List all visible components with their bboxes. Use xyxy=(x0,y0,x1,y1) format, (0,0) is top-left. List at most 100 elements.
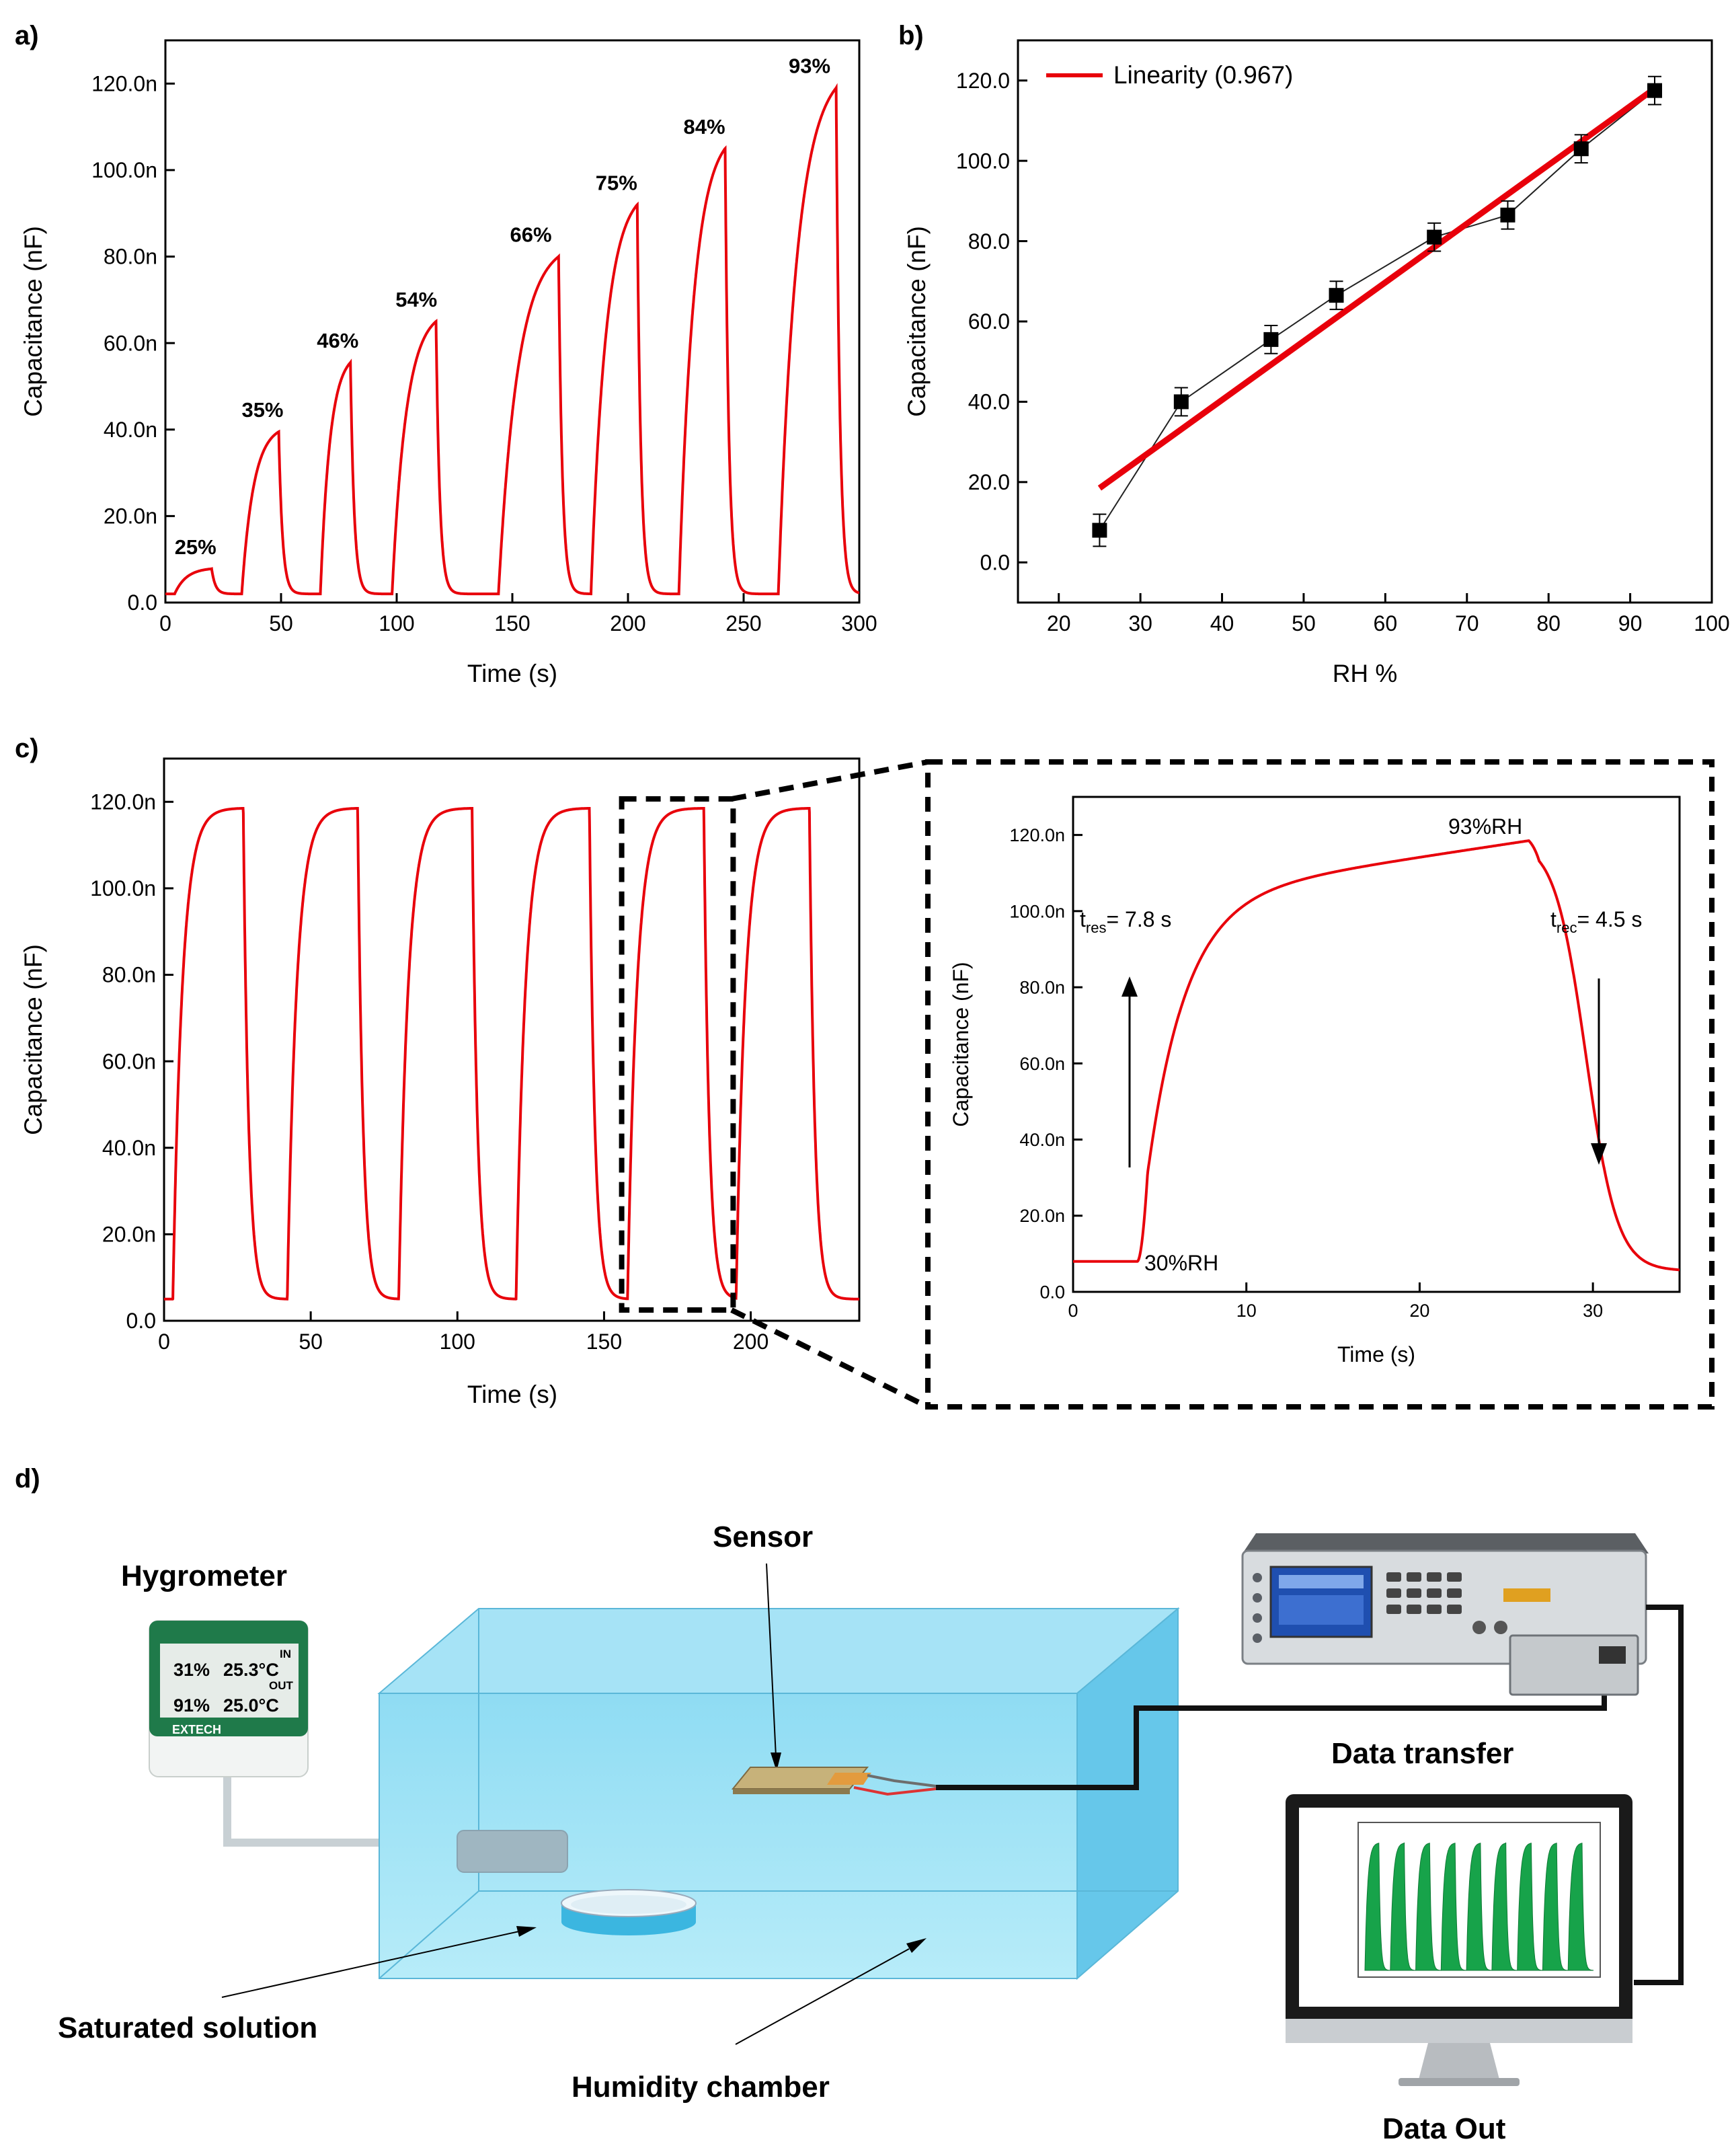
lcr-meter xyxy=(1241,1533,1649,1696)
chart-a-ylabel: Capacitance (nF) xyxy=(19,226,47,417)
sensor-title: Sensor xyxy=(713,1520,813,1553)
chart-b-xtick-label-3: 50 xyxy=(1292,611,1316,636)
chart-b-xtick-label-1: 30 xyxy=(1128,611,1152,636)
chart-a-xtick-label-2: 100 xyxy=(379,611,414,636)
chart-a-xlabel: Time (s) xyxy=(467,660,557,687)
chart-a-xtick-label-5: 250 xyxy=(725,611,761,636)
panel-label-c: c) xyxy=(15,734,39,763)
inset-ytick-label-4: 80.0n xyxy=(1019,978,1065,998)
chart-a-pulse-label-2: 46% xyxy=(317,329,358,352)
chart-c-ytick-label-6: 120.0n xyxy=(90,790,156,814)
chart-a: 0 50 100 150 200 250 300 0.0 20.0n 40.0n 60.0n 80.0… xyxy=(19,39,877,687)
chart-a-ytick-label-5: 100.0n xyxy=(91,158,157,182)
monitor xyxy=(1286,1794,1632,2086)
inset-ytick-label-3: 60.0n xyxy=(1019,1054,1065,1074)
solution-pointer-head xyxy=(516,1926,537,1937)
chart-a-ytick-label-2: 40.0n xyxy=(104,418,157,442)
hygrometer: IN 31% 25.3°C OUT 91% 25.0°C EXTECH xyxy=(149,1620,465,1847)
setup-diagram: Hygrometer IN 31% 25.3°C OUT 91% 25.0°C … xyxy=(58,1520,1684,2145)
sensor-pointer xyxy=(766,1563,777,1757)
chart-c-ytick-label-4: 80.0n xyxy=(102,963,156,987)
chart-b-ytick-label-2: 40.0 xyxy=(968,390,1010,414)
sensor-device xyxy=(731,1767,937,1796)
chart-b-ytick-label-4: 80.0 xyxy=(968,229,1010,254)
chart-a-pulse-label-7: 93% xyxy=(789,54,830,78)
chart-a-series-line xyxy=(165,83,859,596)
chart-a-pulse-label-6: 84% xyxy=(683,115,725,139)
inset-dashed-frame xyxy=(925,759,1715,1410)
chamber-pointer-head xyxy=(906,1938,927,1953)
chart-a-xtick-label-3: 150 xyxy=(494,611,530,636)
chart-c-series-line xyxy=(164,807,859,1301)
hygrometer-title: Hygrometer xyxy=(121,1560,287,1592)
chart-a-pulse-label-4: 66% xyxy=(510,223,551,247)
inset-ytick-label-6: 120.0n xyxy=(1009,825,1065,845)
chart-c-ytick-label-2: 40.0n xyxy=(102,1136,156,1160)
chart-b-point-4 xyxy=(1427,229,1442,245)
inset-tres-label: tres= 7.8 s xyxy=(1080,907,1171,936)
chart-b-ytick-label-6: 120.0 xyxy=(956,69,1010,93)
chart-a-ytick-label-0: 0.0 xyxy=(128,590,157,615)
chart-a-ytick-label-4: 80.0n xyxy=(104,245,157,269)
chart-b-ylabel: Capacitance (nF) xyxy=(903,226,931,417)
chart-c-ytick-label-5: 100.0n xyxy=(90,876,156,900)
chart-b-xtick-label-6: 80 xyxy=(1536,611,1561,636)
chamber-pointer xyxy=(735,1948,910,2045)
tres-val: = 7.8 s xyxy=(1106,907,1171,931)
chart-a-ytick-label-1: 20.0n xyxy=(104,504,157,529)
chart-c-xtick-label-3: 150 xyxy=(586,1330,622,1354)
chart-b-data-line xyxy=(1099,89,1655,531)
hygrometer-brand: EXTECH xyxy=(172,1723,221,1736)
chart-c: 0 50 100 150 200 0.0 20.0n 40.0n 60.0n 80.0n 100.0… xyxy=(19,757,861,1408)
inset-series-line xyxy=(1073,839,1680,1272)
hygrometer-screen xyxy=(160,1644,299,1718)
chart-b: 20 30 40 50 60 70 80 90 100 0.0 20.0 40.0 60.0 80.0 10… xyxy=(903,39,1730,687)
panel-label-a: a) xyxy=(15,21,39,50)
humidity-chamber-title: Humidity chamber xyxy=(572,2071,830,2104)
data-out-title: Data Out xyxy=(1382,2112,1506,2145)
inset-xtick-label-2: 20 xyxy=(1409,1301,1429,1321)
chart-b-point-0 xyxy=(1092,523,1107,538)
inset-up-arrow xyxy=(1121,976,1138,1167)
chart-a-pulse-label-1: 35% xyxy=(241,398,283,422)
chart-c-xtick-label-0: 0 xyxy=(158,1330,170,1354)
chamber-floor-edge xyxy=(379,1890,479,1979)
chart-c-frame xyxy=(163,757,861,1322)
solution-pointer xyxy=(221,1931,520,1998)
chart-b-ytick-label-5: 100.0 xyxy=(956,149,1010,173)
chart-b-point-1 xyxy=(1173,394,1189,410)
chart-b-xtick-label-8: 100 xyxy=(1694,611,1729,636)
inset-trec-label: trec= 4.5 s xyxy=(1550,907,1642,936)
chart-b-ytick-label-1: 20.0 xyxy=(968,470,1010,494)
hygrometer-out-label: OUT xyxy=(269,1679,294,1692)
inset-ytick-label-2: 40.0n xyxy=(1019,1130,1065,1150)
cable-meter-to-monitor xyxy=(1634,1605,1684,1985)
chart-b-xlabel: RH % xyxy=(1333,660,1398,687)
chamber-top xyxy=(377,1608,1180,1694)
chart-b-legend-label: Linearity (0.967) xyxy=(1113,61,1293,89)
hygrometer-in-temp: 25.3°C xyxy=(223,1660,279,1680)
hygrometer-probe xyxy=(457,1830,568,1873)
inset-xtick-label-0: 0 xyxy=(1068,1301,1078,1321)
inset-frame xyxy=(1072,796,1681,1293)
chart-c-zoom-window xyxy=(619,796,736,1313)
chart-c-xtick-label-1: 50 xyxy=(299,1330,323,1354)
chart-a-frame xyxy=(164,39,861,604)
inset-ylabel: Capacitance (nF) xyxy=(949,962,973,1126)
hygrometer-out-temp: 25.0°C xyxy=(223,1695,279,1716)
trec-sub: rec xyxy=(1557,919,1577,936)
inset-peak-label: 93%RH xyxy=(1448,814,1522,839)
chart-b-fit-line xyxy=(1097,86,1657,491)
chart-a-pulse-label-0: 25% xyxy=(175,535,216,559)
chart-b-xtick-label-2: 40 xyxy=(1210,611,1234,636)
chart-b-point-7 xyxy=(1647,83,1663,98)
inset-xlabel: Time (s) xyxy=(1337,1342,1415,1366)
data-transfer-title: Data transfer xyxy=(1331,1737,1513,1770)
chart-b-ytick-label-3: 60.0 xyxy=(968,309,1010,334)
hygrometer-out-rh: 91% xyxy=(173,1695,210,1716)
chart-c-xtick-label-2: 100 xyxy=(440,1330,475,1354)
hygrometer-in-label: IN xyxy=(280,1648,291,1660)
chart-c-ytick-label-1: 20.0n xyxy=(102,1223,156,1247)
panel-label-d: d) xyxy=(15,1464,40,1494)
inset-ytick-label-5: 100.0n xyxy=(1009,901,1065,921)
